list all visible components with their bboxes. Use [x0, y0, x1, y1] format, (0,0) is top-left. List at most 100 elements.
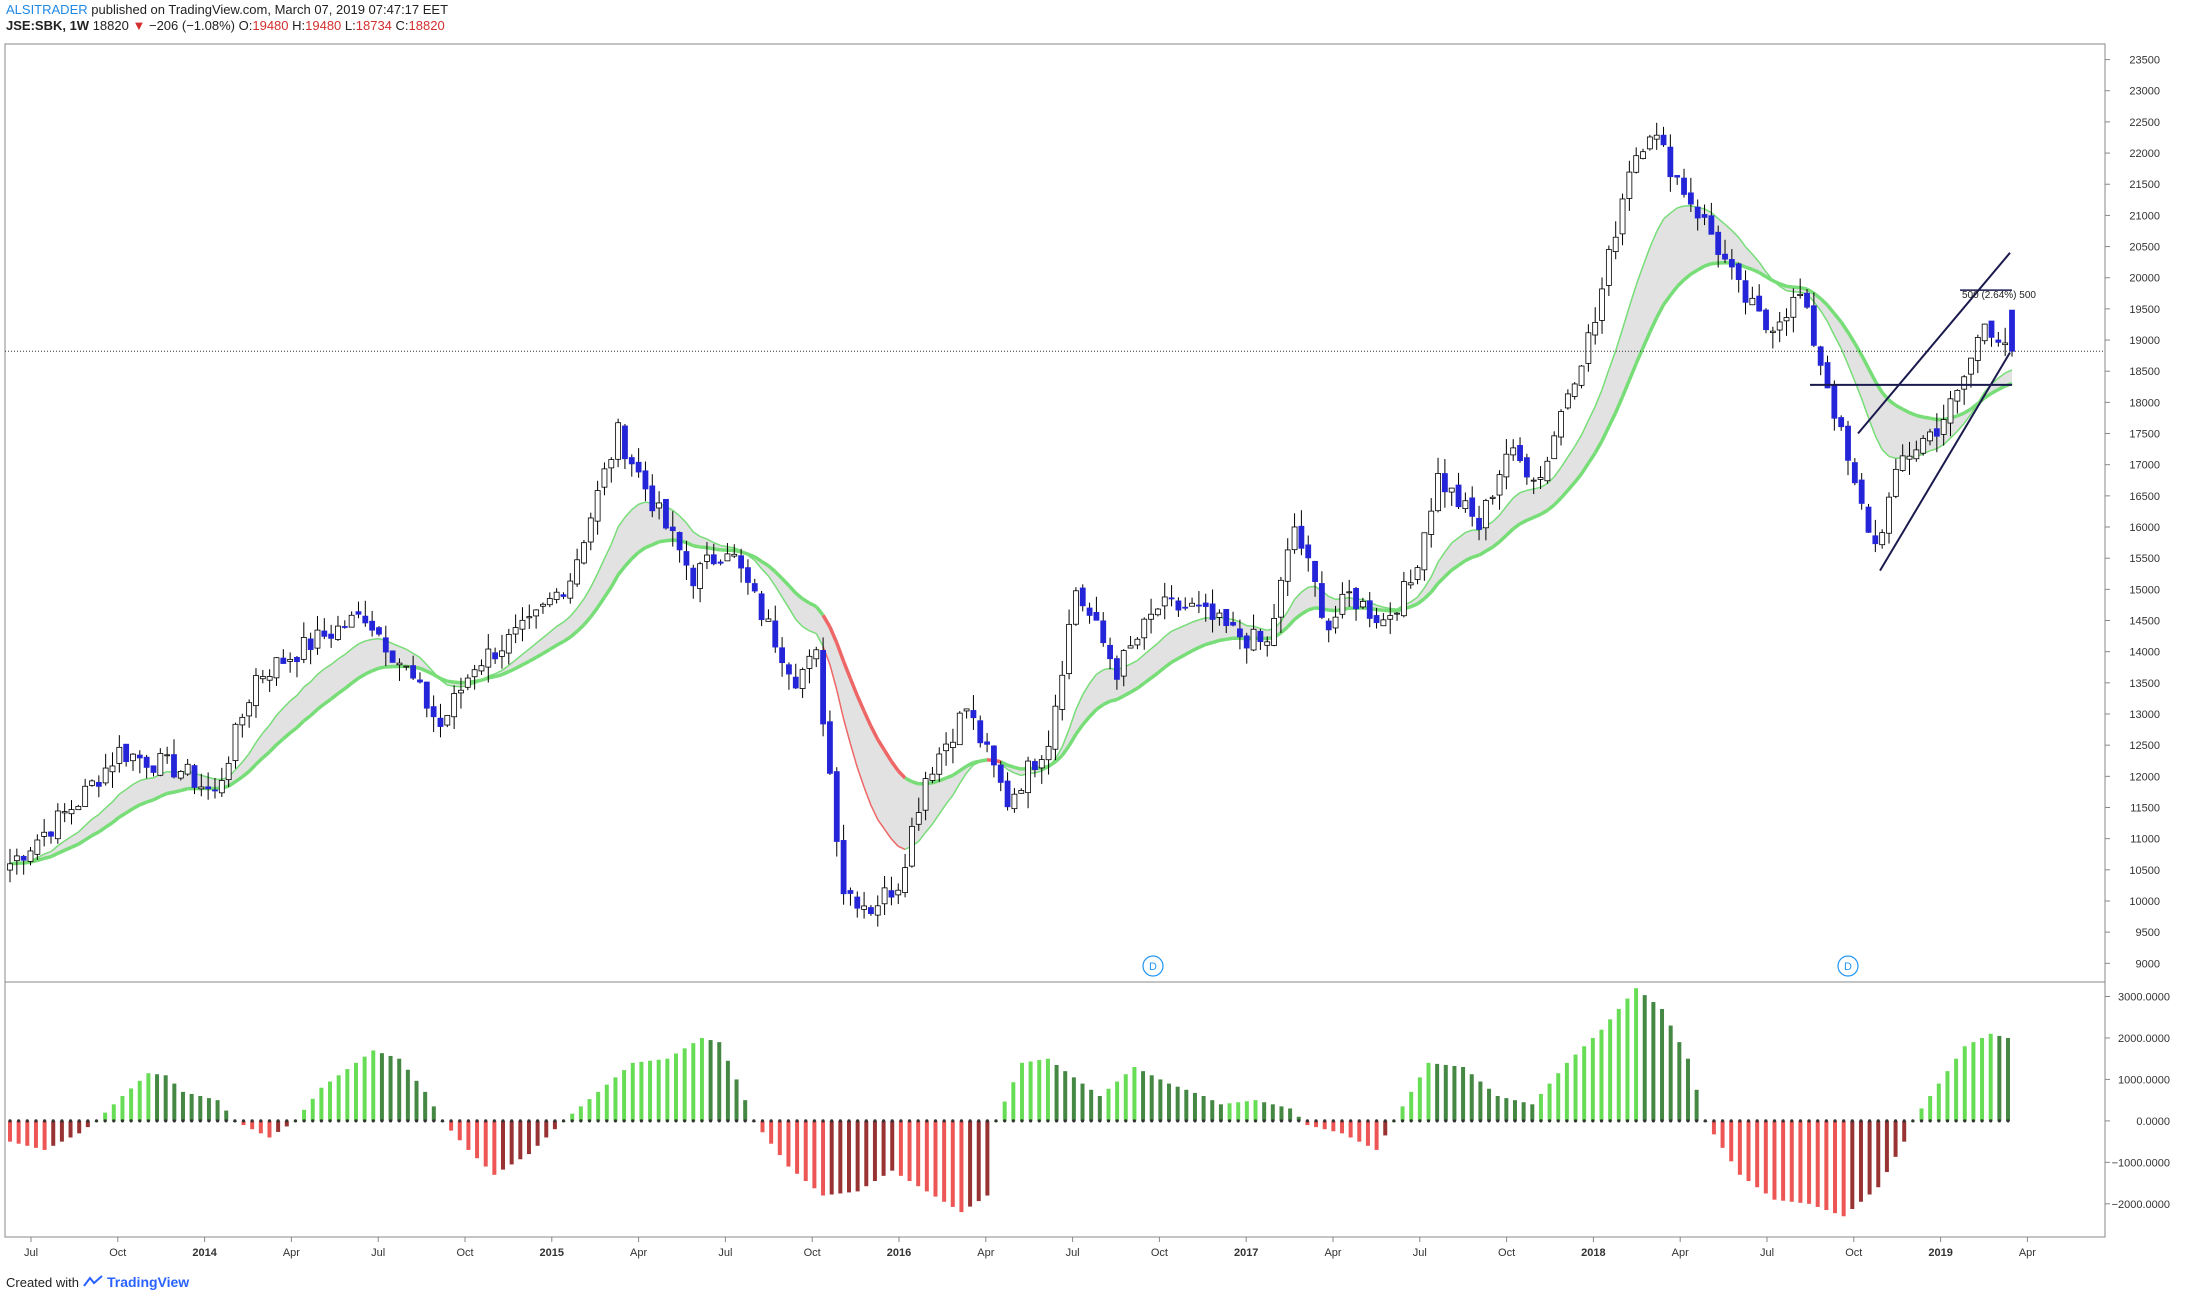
candle-body: [669, 526, 676, 532]
histogram-bar: [224, 1110, 229, 1121]
candle-body: [423, 681, 430, 709]
zero-dot: [579, 1119, 583, 1123]
candle-body: [1339, 593, 1346, 615]
ema-fast-segment: [1007, 768, 1015, 774]
ema-fast-segment: [43, 850, 52, 855]
histogram-bar: [172, 1083, 177, 1121]
ema-fast-segment: [877, 819, 886, 830]
ema-slow-segment: [1969, 402, 1979, 411]
ema-fast-segment: [1519, 489, 1528, 494]
zero-dot: [830, 1119, 834, 1123]
candle-body: [1886, 496, 1892, 534]
close-label: C:: [395, 18, 409, 33]
candle-body: [628, 457, 635, 465]
histogram-bar: [1547, 1083, 1552, 1121]
ema-slow-segment: [1198, 642, 1207, 650]
zero-dot: [293, 1119, 298, 1123]
zero-dot: [561, 1119, 566, 1123]
ema-fast-segment: [296, 686, 305, 696]
ema-fast-segment: [234, 761, 243, 771]
histogram-bar: [103, 1112, 108, 1121]
histogram-bar: [1755, 1120, 1760, 1188]
price-pane[interactable]: [4, 43, 2106, 983]
publisher-link[interactable]: ALSITRADER: [6, 2, 88, 17]
candle-body: [1735, 263, 1742, 280]
candle-body: [1394, 612, 1400, 615]
histogram-bar: [933, 1120, 938, 1197]
ema-fast-segment: [351, 643, 359, 650]
candle-body: [1318, 583, 1325, 618]
ema-slow-segment: [111, 815, 121, 824]
zero-dot: [1340, 1119, 1344, 1123]
histogram-bar: [1314, 1120, 1319, 1128]
zero-dot: [631, 1119, 635, 1123]
candle-body: [150, 765, 157, 773]
candle-body: [560, 594, 567, 597]
ema-slow-segment: [1212, 638, 1220, 645]
dividend-marker-icon: [1142, 955, 1164, 977]
zero-dot: [648, 1119, 652, 1123]
ema-slow-segment: [419, 666, 428, 673]
ema-fast-segment: [1731, 229, 1740, 238]
ema-slow-segment: [528, 655, 537, 663]
zero-dot: [250, 1119, 254, 1123]
symbol-label[interactable]: JSE:SBK, 1W: [6, 18, 90, 33]
price-tick-label: 9000: [2136, 958, 2160, 970]
histogram-bar: [725, 1060, 730, 1121]
candle-body: [1838, 417, 1845, 428]
ema-slow-segment: [596, 596, 606, 609]
histogram-bar: [16, 1120, 21, 1144]
histogram-bar: [812, 1120, 817, 1189]
ema-fast-segment: [1601, 369, 1610, 390]
candle-body: [314, 629, 321, 649]
ema-fast-segment: [1451, 537, 1459, 544]
histogram-bar: [1106, 1088, 1111, 1121]
zero-dot: [164, 1119, 168, 1123]
ema-fast-segment: [1649, 231, 1658, 248]
zero-dot: [1997, 1119, 2001, 1123]
ema-fast-segment: [71, 831, 79, 838]
tradingview-logo-icon[interactable]: [83, 1274, 103, 1290]
ema-slow-segment: [699, 545, 708, 550]
candle-body: [1462, 500, 1469, 510]
ema-fast-segment: [720, 544, 728, 548]
price-tick-label: 19500: [2129, 304, 2160, 316]
candle-body: [1387, 615, 1394, 620]
time-tick-label: Apr: [630, 1247, 647, 1259]
candle-body: [1558, 411, 1564, 438]
published-text: published on TradingView.com, March 07, …: [91, 2, 449, 17]
ema-fast-segment: [1014, 772, 1022, 777]
zero-dot: [1703, 1119, 1707, 1123]
ema-fast-segment: [1246, 624, 1254, 627]
price-tick-label: 16500: [2129, 491, 2160, 503]
time-tick-label: Jul: [718, 1247, 732, 1259]
tradingview-brand[interactable]: TradingView: [106, 1274, 190, 1290]
candle-body: [2002, 342, 2009, 346]
zero-dot: [371, 1119, 375, 1123]
price-tick-label: 11500: [2130, 802, 2160, 814]
ema-slow-segment: [740, 550, 749, 556]
histogram-bar: [1253, 1100, 1258, 1121]
ema-fast-segment: [275, 707, 284, 716]
price-tick-label: 17500: [2129, 429, 2160, 441]
zero-dot: [657, 1119, 661, 1123]
ema-slow-segment: [801, 597, 811, 605]
candle-body: [956, 712, 963, 746]
ema-fast-segment: [1054, 746, 1063, 760]
zero-dot: [786, 1119, 791, 1123]
candle-body: [738, 555, 745, 569]
zero-dot: [977, 1119, 981, 1123]
drawings[interactable]: 500 (2.64%) 500 D D: [1142, 252, 2036, 977]
histogram-bar: [1218, 1104, 1223, 1121]
ema-fast-segment: [931, 813, 940, 825]
ema-slow-segment: [1786, 284, 1794, 289]
candle-body: [280, 657, 287, 664]
zero-dot: [1020, 1119, 1024, 1123]
ema-fast-segment: [1294, 591, 1302, 600]
candle-body: [963, 708, 970, 712]
ema-fast-segment: [685, 522, 694, 533]
zero-dot: [951, 1119, 955, 1123]
osc-tick-label: −2000.0000: [2112, 1199, 2170, 1211]
histogram-bar: [1210, 1100, 1215, 1121]
